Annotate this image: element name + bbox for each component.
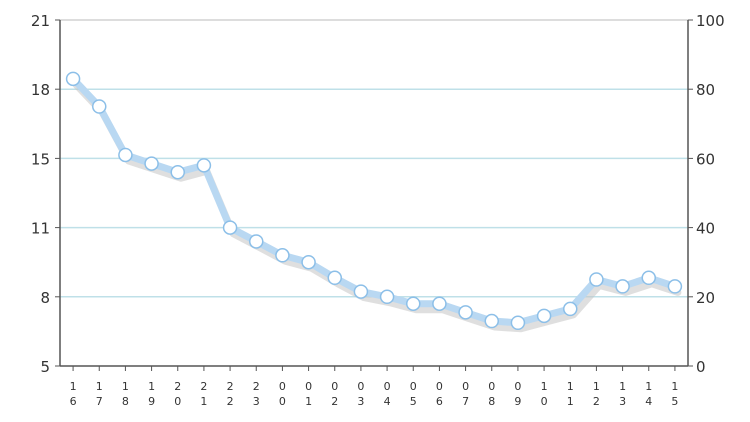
data-point [667, 279, 683, 294]
y-left-tick-label: 18 [31, 81, 50, 99]
data-point [275, 248, 290, 263]
data-point [118, 147, 133, 163]
y-right-tick-label: 80 [696, 81, 715, 99]
data-point [563, 301, 578, 317]
y-left-tick-label: 21 [31, 12, 50, 30]
data-point [353, 284, 369, 299]
y-right-tick-label: 60 [696, 150, 715, 168]
y-left-tick-label: 15 [31, 150, 50, 168]
x-axis-ticks: 1 6 1 7 1 8 1 9 2 0 2 1 2 2 2 3 0 0 0 1 0 2 0 3 0 4 0 5 0 6 0 7 0 8 0 9 1 0 1 1… [70, 366, 678, 408]
y-right-tick-label: 40 [696, 220, 715, 238]
data-point [249, 234, 264, 249]
y-right-tick-label: 100 [696, 12, 725, 30]
data-point [641, 270, 656, 286]
data-point [536, 308, 552, 324]
data-point [432, 296, 447, 311]
y-axis-right-ticks: 0 20 40 60 80 100 [688, 12, 725, 376]
data-point [406, 296, 421, 311]
data-point [65, 71, 81, 87]
data-point [144, 156, 159, 171]
y-right-tick-label: 0 [696, 358, 706, 376]
data-point [458, 305, 473, 320]
data-point [92, 99, 107, 114]
y-left-tick-label: 8 [40, 289, 50, 307]
data-point [484, 313, 499, 329]
data-point [510, 315, 526, 330]
data-point [301, 254, 316, 270]
data-point [196, 158, 212, 173]
data-point [327, 270, 342, 286]
y-axis-left-ticks: 5 8 11 15 18 21 [31, 12, 60, 376]
data-point [222, 220, 238, 235]
data-point [589, 272, 604, 287]
plot-area [59, 19, 689, 367]
y-right-tick-label: 20 [696, 289, 715, 307]
data-point [379, 289, 395, 305]
data-point [615, 279, 630, 294]
series-markers [65, 71, 683, 330]
y-left-tick-label: 5 [40, 358, 50, 376]
y-left-tick-label: 11 [31, 220, 50, 238]
data-point [170, 164, 185, 180]
